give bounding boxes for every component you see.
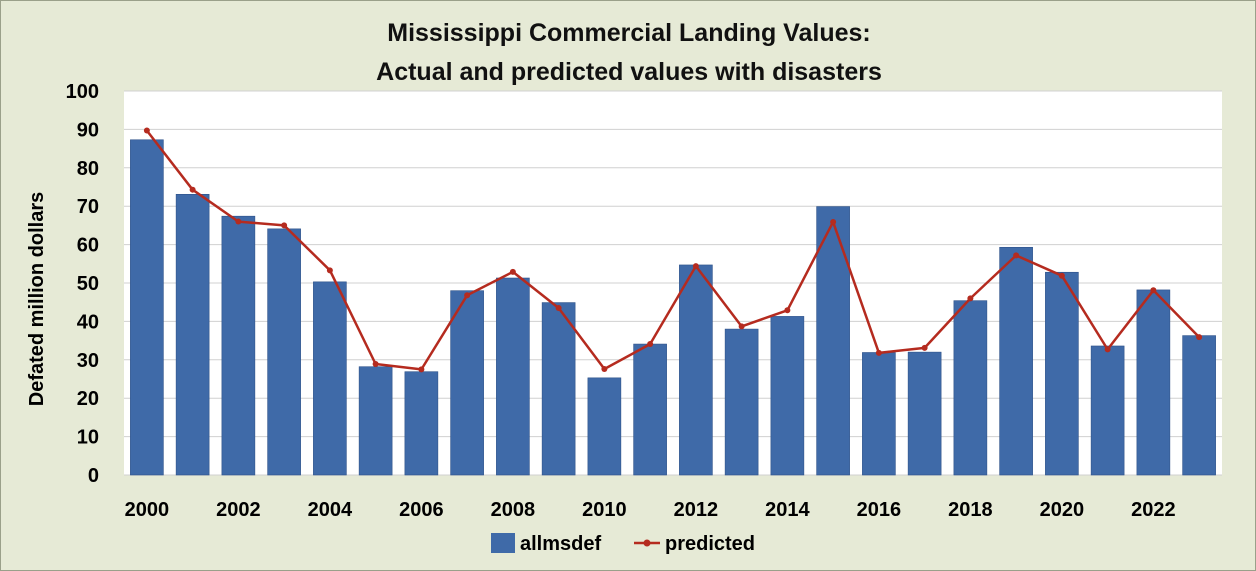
bar-2002 [221, 215, 256, 476]
predicted-point-2005 [372, 361, 379, 368]
x-tick-label: 2004 [308, 499, 353, 521]
x-tick-label: 2014 [765, 499, 810, 521]
predicted-point-2012 [692, 263, 699, 270]
bar-2005 [358, 366, 393, 476]
legend: allmsdef predicted [491, 533, 755, 555]
bar-2012 [679, 264, 713, 476]
bar-2023 [1182, 335, 1216, 476]
bar-2016 [862, 352, 896, 476]
predicted-point-2009 [555, 304, 562, 311]
predicted-point-2000 [143, 127, 150, 134]
predicted-point-2020 [1058, 272, 1065, 279]
x-tick-label: 2016 [857, 499, 902, 521]
bar-2018 [953, 300, 988, 476]
predicted-point-2001 [189, 186, 196, 193]
bar-2014 [770, 316, 805, 476]
y-axis-title: Defated million dollars [26, 192, 48, 406]
legend-marker-predicted [643, 539, 651, 547]
x-tick-label: 2000 [125, 499, 170, 521]
bar-2011 [633, 343, 667, 476]
y-tick-label: 60 [77, 235, 99, 257]
predicted-point-2023 [1196, 334, 1203, 341]
predicted-point-2017 [921, 344, 928, 351]
legend-swatch-allmsdef [491, 533, 515, 553]
bar-2004 [313, 281, 347, 476]
bar-2009 [541, 302, 576, 476]
predicted-point-2010 [601, 366, 608, 373]
predicted-point-2022 [1150, 287, 1157, 294]
bar-2017 [907, 351, 942, 476]
bar-2000 [130, 139, 164, 476]
bar-2006 [404, 371, 439, 476]
x-tick-label: 2006 [399, 499, 444, 521]
predicted-point-2013 [738, 323, 745, 330]
bar-2001 [175, 193, 210, 476]
y-tick-label: 50 [77, 273, 99, 295]
y-tick-label: 100 [66, 81, 99, 103]
x-tick-label: 2010 [582, 499, 627, 521]
x-tick-label: 2002 [216, 499, 261, 521]
bar-2022 [1136, 289, 1171, 476]
bar-2010 [587, 377, 622, 476]
x-tick-label: 2008 [491, 499, 536, 521]
y-tick-label: 20 [77, 388, 99, 410]
chart-title-line-2: Actual and predicted values with disaste… [376, 58, 882, 86]
predicted-point-2011 [647, 341, 654, 348]
predicted-point-2007 [464, 292, 471, 299]
y-tick-label: 10 [77, 427, 99, 449]
predicted-point-2003 [281, 222, 288, 229]
bar-2019 [999, 246, 1033, 476]
y-tick-label: 30 [77, 350, 99, 372]
predicted-point-2006 [418, 366, 425, 373]
y-tick-label: 80 [77, 158, 99, 180]
chart-title-line-1: Mississippi Commercial Landing Values: [387, 19, 870, 47]
y-tick-label: 90 [77, 119, 99, 141]
predicted-point-2004 [326, 267, 333, 274]
predicted-point-2008 [509, 268, 516, 275]
predicted-point-2015 [830, 218, 837, 225]
predicted-line [145, 129, 1200, 371]
predicted-point-2002 [235, 218, 242, 225]
x-tick-label: 2020 [1040, 499, 1085, 521]
y-tick-label: 70 [77, 196, 99, 218]
predicted-point-2019 [1013, 252, 1020, 259]
bar-2007 [450, 290, 484, 476]
bar-2020 [1045, 271, 1079, 476]
x-tick-label: 2012 [674, 499, 719, 521]
y-tick-label: 40 [77, 311, 99, 333]
bar-2021 [1090, 345, 1125, 476]
predicted-point-2018 [967, 295, 974, 302]
y-tick-label: 0 [88, 465, 99, 487]
x-tick-label: 2018 [948, 499, 993, 521]
predicted-point-2014 [784, 307, 791, 314]
bar-2003 [267, 228, 301, 476]
legend-label-predicted: predicted [665, 533, 755, 555]
predicted-point-2016 [875, 349, 882, 356]
bar-2013 [724, 328, 759, 476]
x-tick-label: 2022 [1131, 499, 1176, 521]
predicted-point-2021 [1104, 346, 1111, 353]
legend-label-allmsdef: allmsdef [520, 533, 601, 555]
bar-2008 [496, 277, 530, 476]
